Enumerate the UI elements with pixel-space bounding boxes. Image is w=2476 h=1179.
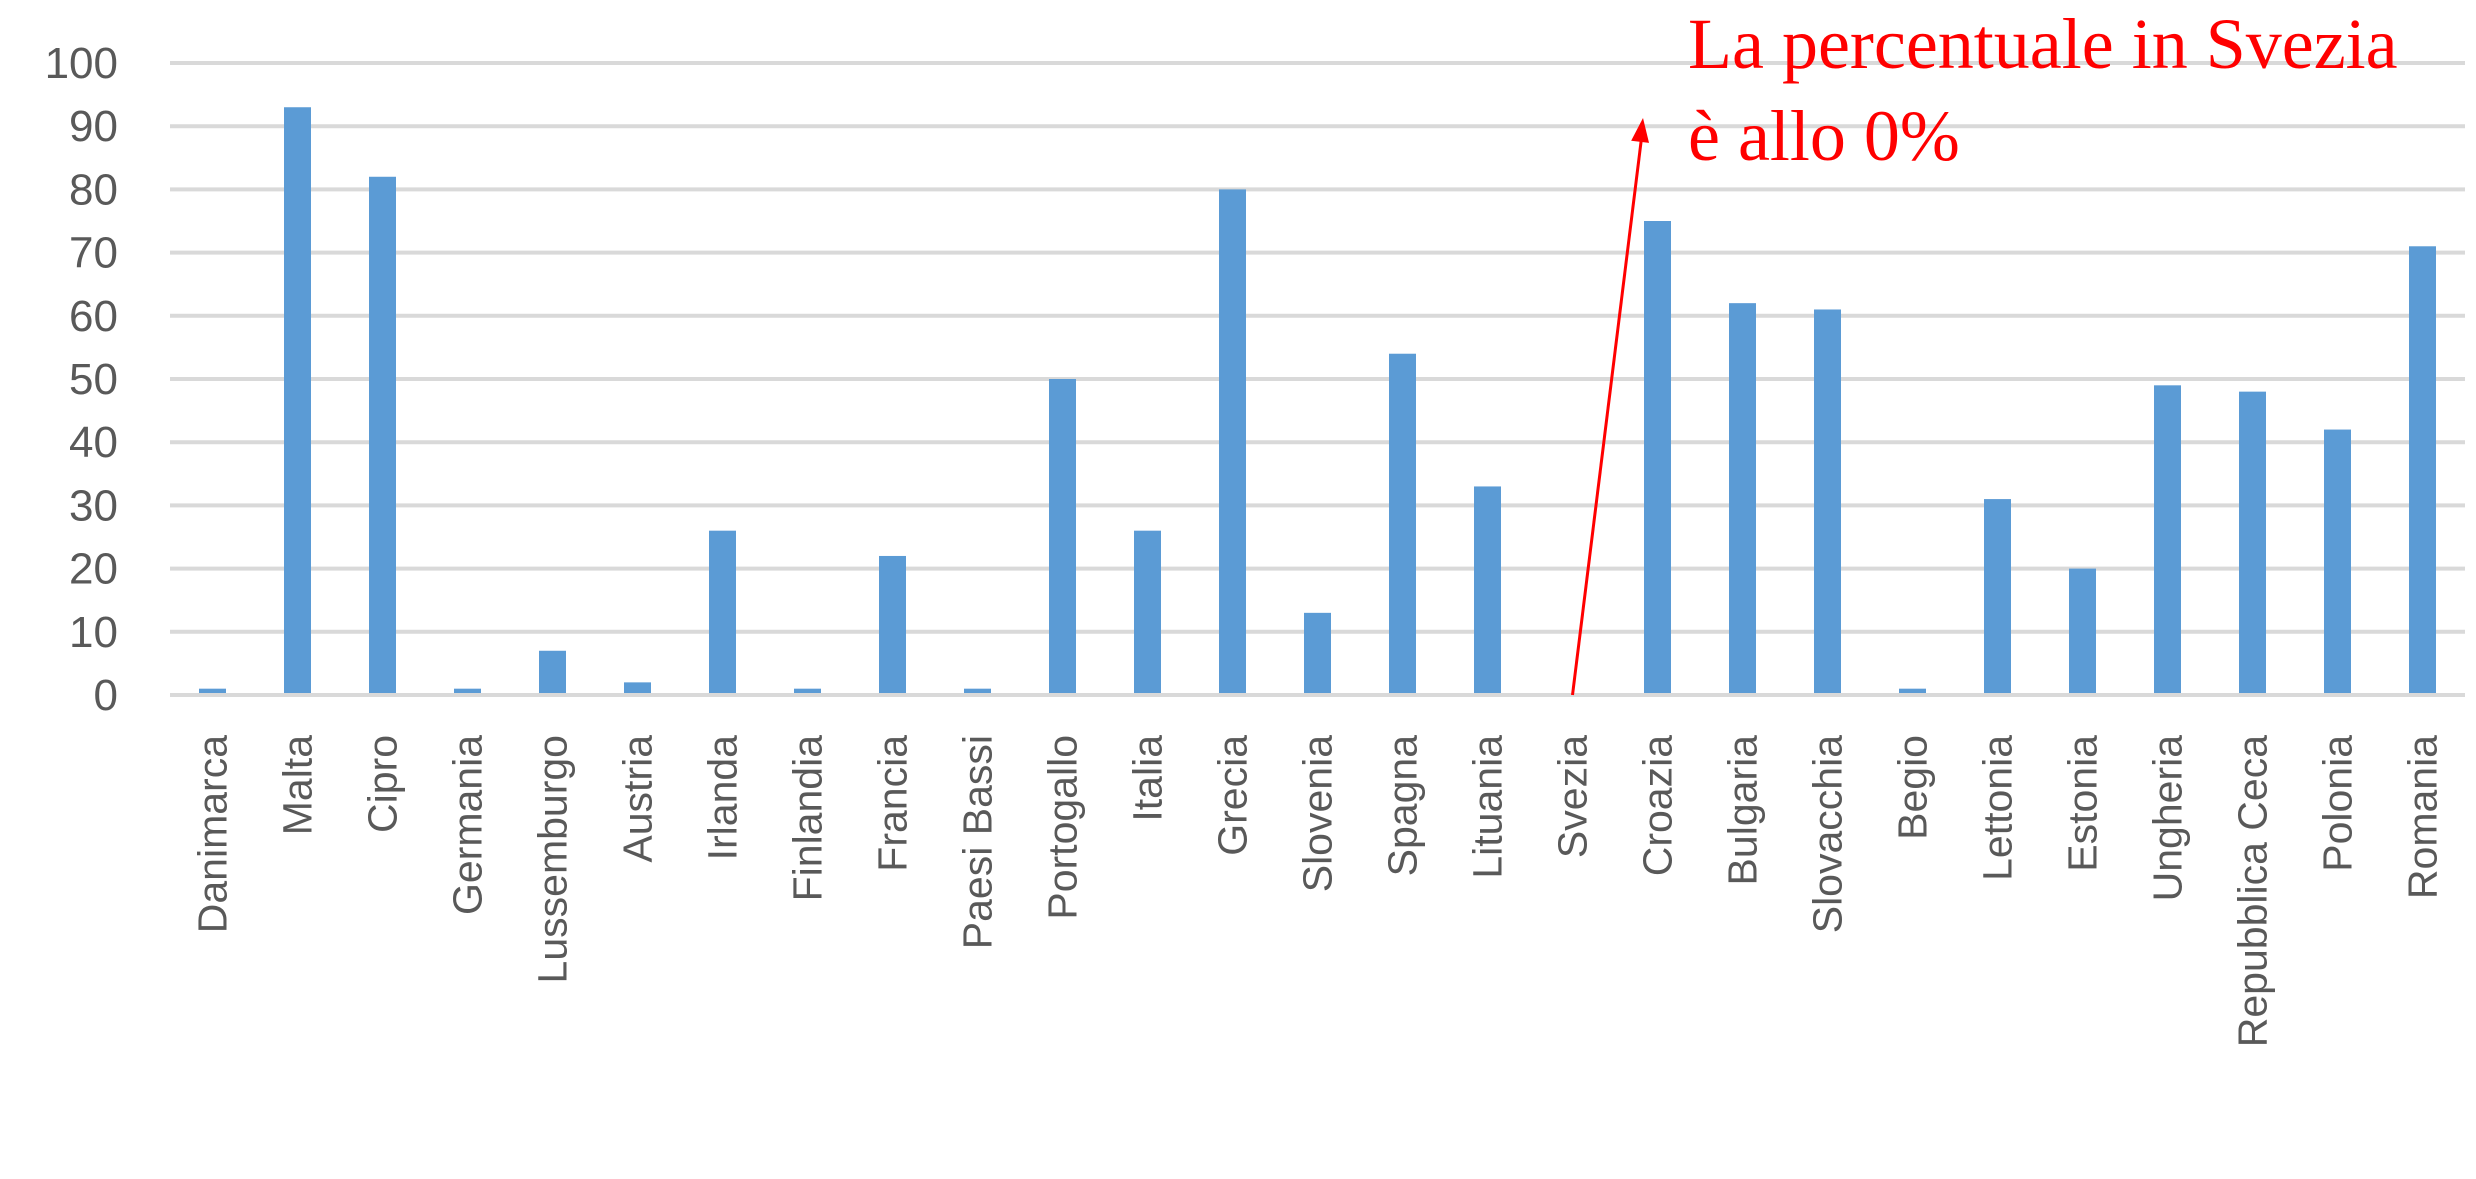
bar-irlanda [709, 530, 736, 695]
bar-repubblica-ceca [2239, 391, 2266, 695]
annotation-line-1: La percentuale in Svezia [1688, 4, 2398, 84]
annotation-arrow [1571, 125, 1645, 696]
x-tick-label-croazia: Croazia [1635, 735, 1681, 876]
bar-malta [284, 107, 311, 696]
bar-slovacchia [1814, 309, 1841, 695]
y-tick-label-60: 60 [69, 292, 118, 341]
y-tick-label-50: 50 [69, 355, 118, 404]
x-tick-label-finlandia: Finlandia [785, 735, 831, 902]
y-tick-label-80: 80 [69, 165, 118, 214]
x-tick-label-estonia: Estonia [2060, 735, 2106, 872]
bar-danimarca [199, 688, 226, 695]
bar-italia [1134, 530, 1161, 695]
x-tick-label-malta: Malta [275, 735, 321, 835]
x-tick-label-slovenia: Slovenia [1295, 735, 1341, 892]
x-tick-label-slovacchia: Slovacchia [1805, 735, 1851, 933]
x-tick-label-spagna: Spagna [1380, 735, 1426, 877]
bar-francia [879, 555, 906, 695]
bar-grecia [1219, 189, 1246, 695]
y-tick-label-70: 70 [69, 229, 118, 278]
x-tick-label-germania: Germania [445, 735, 491, 915]
bar-lettonia [1984, 499, 2011, 695]
x-tick-label-romania: Romania [2400, 735, 2446, 899]
x-tick-label-italia: Italia [1125, 735, 1171, 822]
x-tick-label-grecia: Grecia [1210, 735, 1256, 856]
bar-spagna [1389, 353, 1416, 695]
annotation: La percentuale in Svezia è allo 0% [1571, 4, 2398, 696]
x-tick-label-lussemburgo: Lussemburgo [530, 735, 576, 983]
y-axis-tick-labels: 0 10 20 30 40 50 60 70 80 90 100 [45, 39, 118, 720]
x-tick-label-repubblica-ceca: Repubblica Ceca [2230, 735, 2276, 1047]
y-tick-label-90: 90 [69, 102, 118, 151]
bar-cipro [369, 176, 396, 695]
bar-germania [454, 688, 481, 695]
x-tick-label-svezia: Svezia [1550, 735, 1596, 858]
bar-portogallo [1049, 379, 1076, 695]
bar-polonia [2324, 429, 2351, 695]
bars [199, 107, 2436, 696]
bar-finlandia [794, 688, 821, 695]
y-tick-label-10: 10 [69, 608, 118, 657]
bar-lussemburgo [539, 650, 566, 695]
x-tick-label-francia: Francia [870, 735, 916, 872]
annotation-arrowhead [1631, 118, 1650, 143]
bar-begio [1899, 688, 1926, 695]
bar-croazia [1644, 221, 1671, 695]
x-tick-label-paesi-bassi: Paesi Bassi [955, 735, 1001, 949]
bar-bulgaria [1729, 303, 1756, 695]
x-tick-label-austria: Austria [615, 735, 661, 863]
x-tick-label-polonia: Polonia [2315, 735, 2361, 872]
y-tick-label-40: 40 [69, 418, 118, 467]
x-tick-label-portogallo: Portogallo [1040, 735, 1086, 920]
bar-paesi-bassi [964, 688, 991, 695]
x-tick-label-lituania: Lituania [1465, 735, 1511, 879]
y-tick-label-0: 0 [94, 671, 118, 720]
bar-ungheria [2154, 385, 2181, 695]
x-tick-label-lettonia: Lettonia [1975, 735, 2021, 881]
annotation-line-2: è allo 0% [1688, 96, 1960, 176]
y-tick-label-100: 100 [45, 39, 118, 88]
x-tick-label-irlanda: Irlanda [700, 735, 746, 861]
bar-austria [624, 682, 651, 695]
y-tick-label-30: 30 [69, 481, 118, 530]
x-tick-label-ungheria: Ungheria [2145, 735, 2191, 902]
bar-lituania [1474, 486, 1501, 695]
x-tick-label-begio: Begio [1890, 735, 1936, 840]
x-tick-label-bulgaria: Bulgaria [1720, 735, 1766, 886]
bar-slovenia [1304, 612, 1331, 695]
x-tick-label-danimarca: Danimarca [190, 735, 236, 933]
x-axis-category-labels: Danimarca Malta Cipro Germania Lussemburgo Au… [190, 735, 2446, 1047]
gridlines [170, 61, 2465, 634]
x-tick-label-cipro: Cipro [360, 735, 406, 833]
bar-estonia [2069, 568, 2096, 695]
y-tick-label-20: 20 [69, 545, 118, 594]
bar-romania [2409, 246, 2436, 695]
